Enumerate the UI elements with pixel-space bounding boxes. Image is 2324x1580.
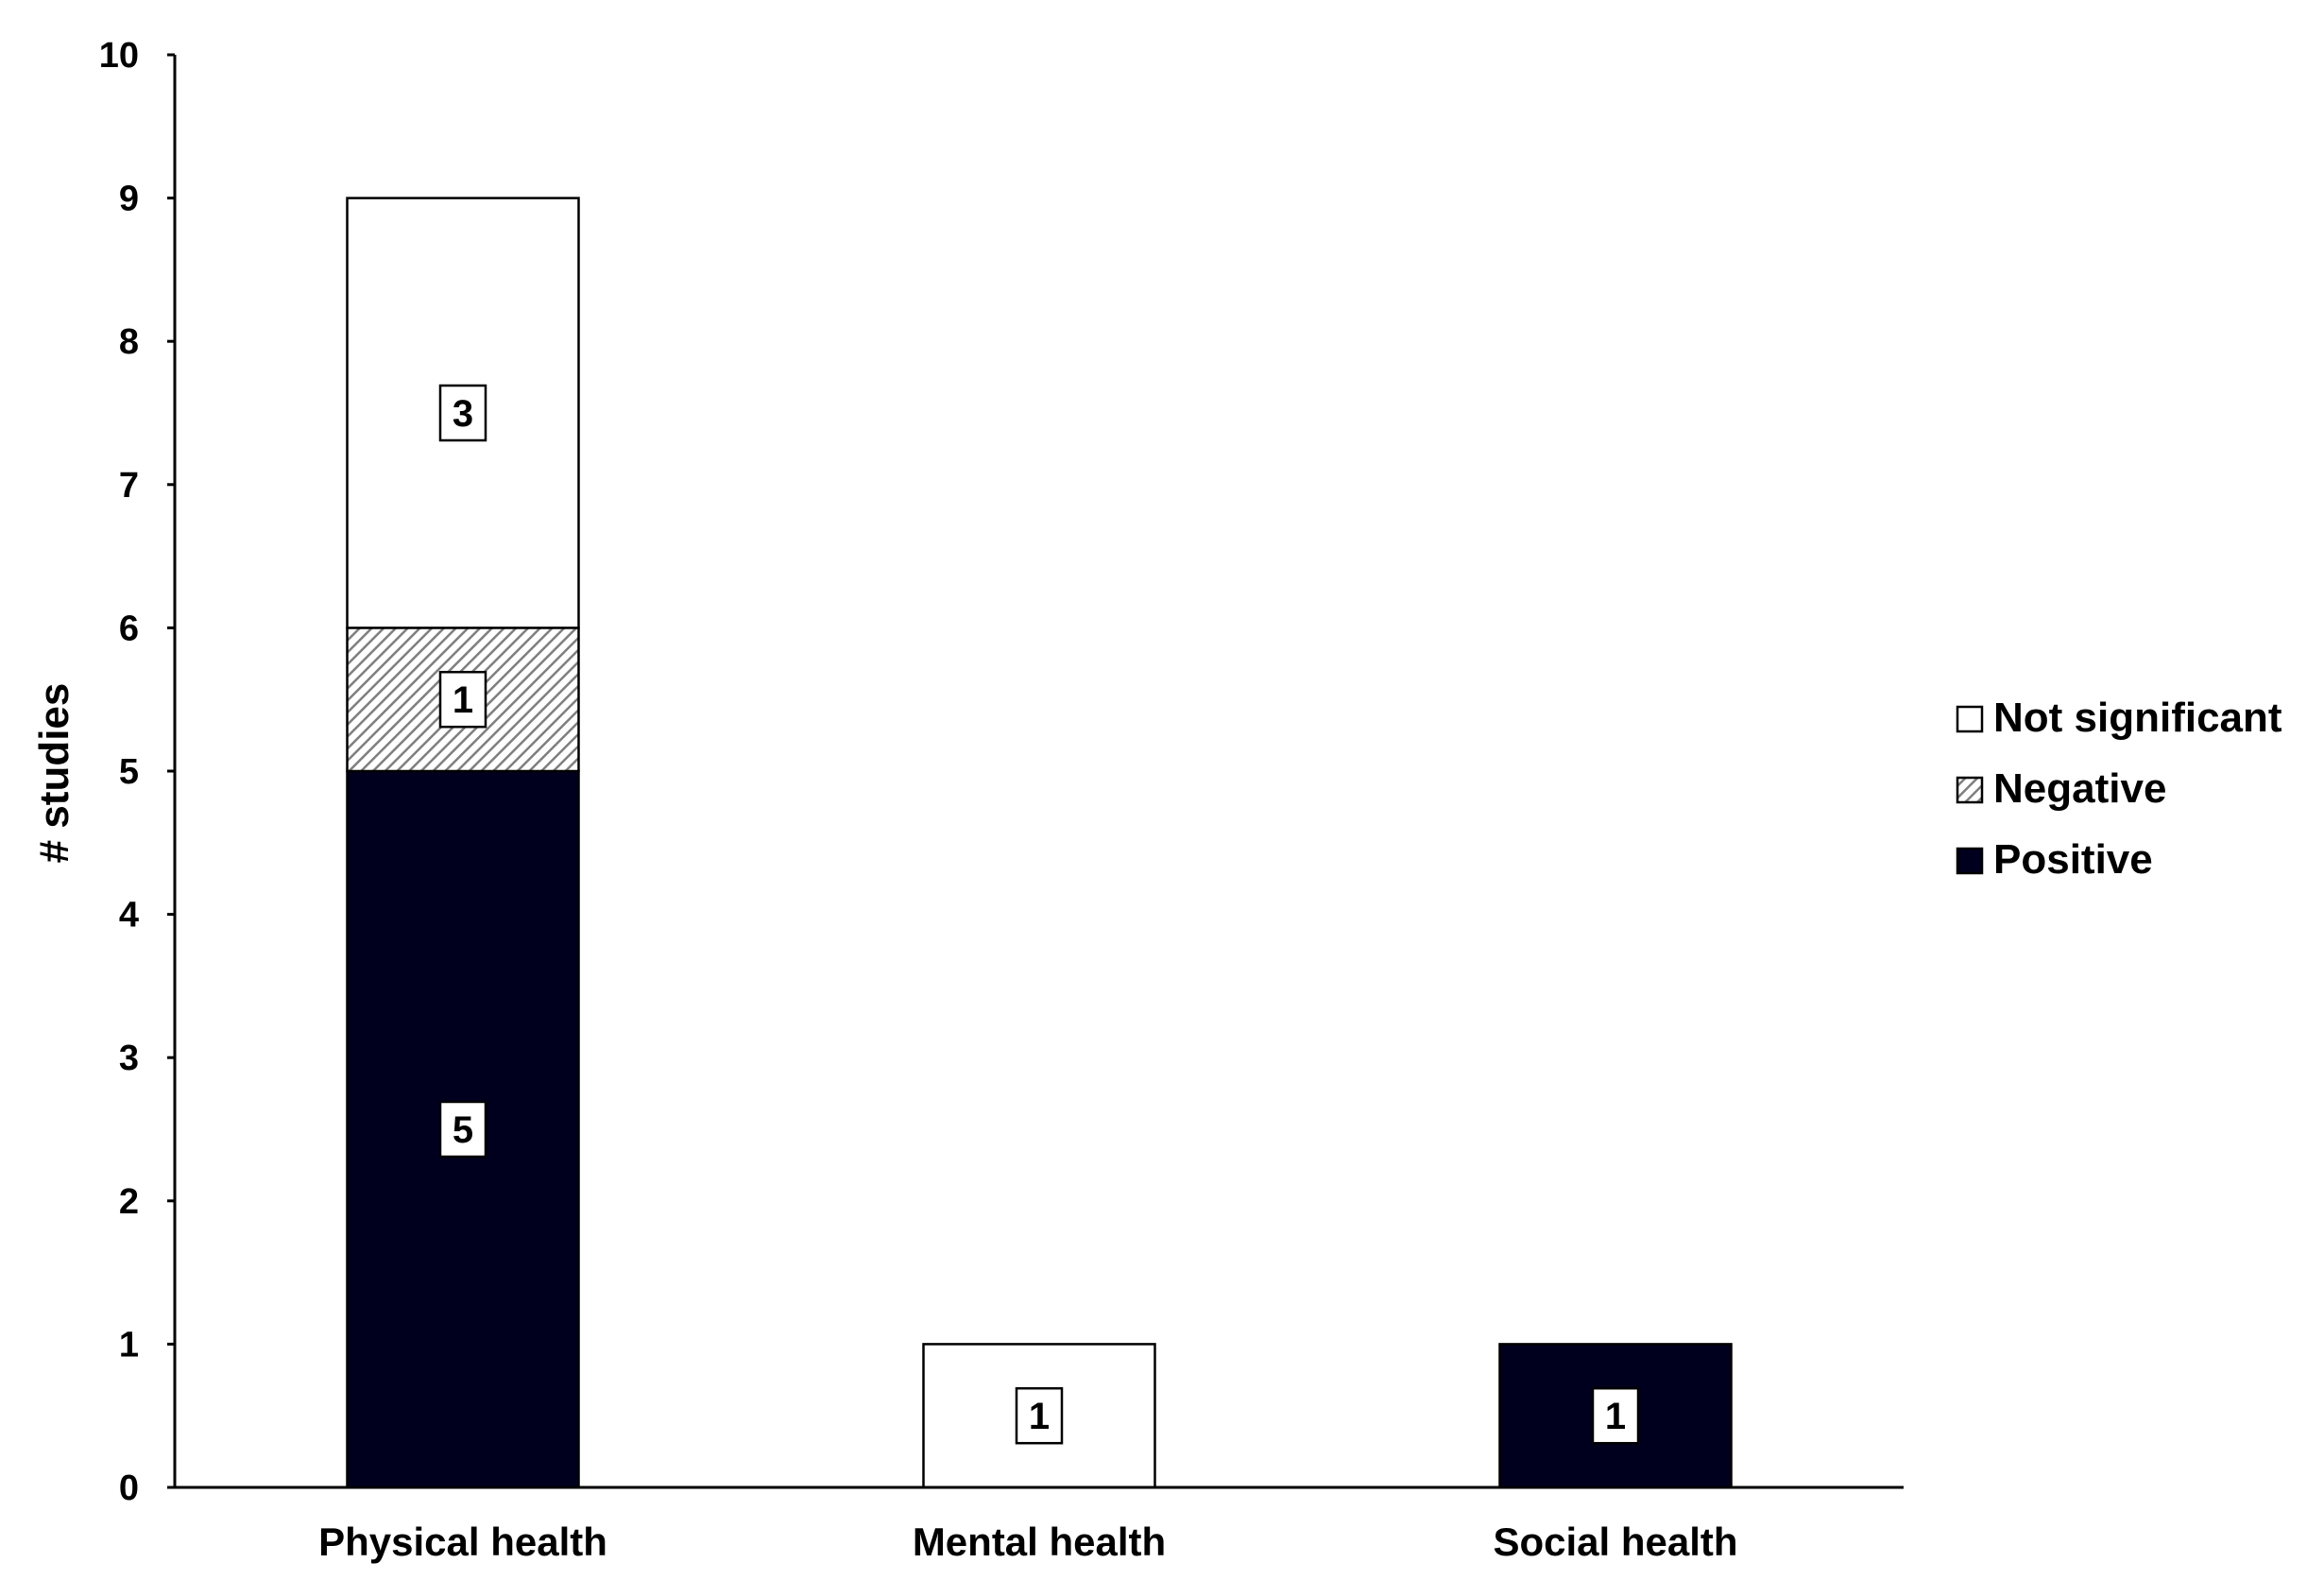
data-label: 3 [453,393,473,435]
y-tick-label: 10 [99,36,139,76]
legend-label: Not significant [1993,695,2282,741]
y-axis-title: # studies [31,683,77,864]
bar-segment-not-significant [922,1343,1156,1489]
legend-label: Positive [1993,836,2153,883]
y-tick-label: 5 [119,752,139,792]
x-tick-label: Social health [1493,1520,1737,1564]
y-tick-label: 6 [119,609,139,648]
data-label: 1 [1029,1396,1050,1437]
y-tick-label: 9 [119,180,139,219]
legend-swatch-negative [1956,776,1984,804]
data-label: 1 [453,679,473,721]
x-tick-label: Physical health [318,1520,607,1564]
axes [173,55,1904,1489]
x-axis-labels: Physical health Mental health Social healt… [318,1520,1737,1564]
data-label-box [438,670,487,729]
legend-swatch-positive [1956,847,1984,875]
y-tick-label: 1 [119,1325,139,1365]
y-tick-label: 7 [119,466,139,506]
data-label: 1 [1605,1396,1626,1437]
data-label: 5 [453,1109,473,1151]
legend: Not significant Negative Positive [1956,695,2282,883]
y-axis-ticks: 0 1 2 3 4 5 6 7 8 9 10 [99,36,175,1508]
data-label-box [438,384,487,442]
y-tick-label: 3 [119,1039,139,1078]
bars: 5 1 3 1 1 [346,197,1733,1489]
legend-swatch-not-significant [1956,705,1984,733]
y-tick-label: 0 [119,1468,139,1508]
legend-label: Negative [1993,765,2166,812]
y-tick-label: 8 [119,322,139,362]
y-tick-label: 2 [119,1182,139,1222]
data-label-box [1015,1386,1064,1445]
data-label-box [1591,1386,1640,1445]
x-tick-label: Mental health [913,1520,1166,1564]
data-label-box [438,1100,487,1159]
y-tick-label: 4 [119,896,139,936]
